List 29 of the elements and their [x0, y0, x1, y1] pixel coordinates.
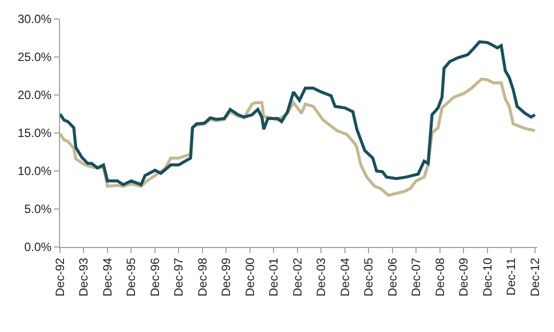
y-tick-label: 30.0%: [18, 12, 52, 26]
x-tick-label: Dec-96: [148, 257, 162, 296]
y-tick-label: 10.0%: [18, 164, 52, 178]
x-tick-label: Dec-03: [314, 257, 328, 296]
x-tick-label: Dec-95: [124, 257, 138, 296]
x-tick-label: Dec-12: [528, 257, 542, 296]
y-tick-label: 0.0%: [24, 240, 52, 254]
x-tick-label: Dec-10: [480, 257, 494, 296]
line-series: [60, 40, 536, 186]
x-tick-label: Dec-00: [242, 257, 257, 296]
y-tick-label: 25.0%: [18, 50, 52, 64]
x-tick-label: Dec-07: [409, 257, 424, 296]
x-tick-label: Dec-06: [385, 257, 400, 296]
x-tick-label: Dec-05: [362, 257, 376, 296]
x-tick-label: Dec-97: [172, 257, 186, 296]
x-tick-label: Dec-94: [100, 257, 114, 296]
x-tick-label: Dec-11: [504, 257, 518, 296]
y-tick-label: 15.0%: [18, 126, 52, 140]
x-tick-label: Dec-09: [456, 257, 471, 296]
x-tick-label: Dec-93: [76, 257, 91, 296]
x-tick-label: Dec-98: [195, 257, 210, 296]
x-tick-label: Dec-99: [219, 257, 234, 296]
x-tick-label: Dec-01: [266, 257, 281, 296]
x-tick-label: Dec-02: [290, 257, 304, 296]
x-tick-label: Dec-08: [432, 257, 447, 296]
y-tick-label: 5.0%: [24, 202, 52, 216]
y-tick-label: 20.0%: [18, 88, 52, 102]
x-tick-label: Dec-04: [338, 257, 352, 296]
x-tick-label: Dec-92: [52, 257, 67, 296]
